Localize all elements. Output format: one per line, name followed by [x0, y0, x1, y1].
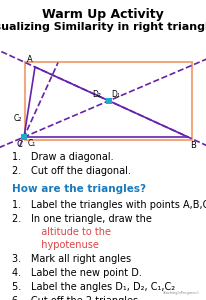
Text: 5. Label the angles D₁, D₂, C₁,C₂: 5. Label the angles D₁, D₂, C₁,C₂	[12, 282, 174, 292]
Text: TeachingInProgress©: TeachingInProgress©	[162, 291, 199, 295]
Text: 2. Cut off the diagonal.: 2. Cut off the diagonal.	[12, 166, 130, 176]
Text: C₁: C₁	[28, 139, 36, 148]
Text: “Visualizing Similarity in right triangles”: “Visualizing Similarity in right triangl…	[0, 22, 206, 32]
Text: Warm Up Activity: Warm Up Activity	[42, 8, 163, 21]
Text: 4. Label the new point D.: 4. Label the new point D.	[12, 268, 141, 278]
Text: 6. Cut off the 2 triangles: 6. Cut off the 2 triangles	[12, 296, 137, 300]
Text: D₂: D₂	[91, 90, 100, 99]
Text: 1. Label the triangles with points A,B,C: 1. Label the triangles with points A,B,C	[12, 200, 206, 210]
Text: 2. In one triangle, draw the: 2. In one triangle, draw the	[12, 214, 154, 224]
Text: D₁: D₁	[110, 90, 119, 99]
Text: B: B	[189, 141, 195, 150]
Text: hypotenuse: hypotenuse	[12, 240, 98, 250]
Text: altitude to the: altitude to the	[12, 227, 110, 237]
Text: 1. Draw a diagonal.: 1. Draw a diagonal.	[12, 152, 113, 162]
Text: 3. Mark all right angles: 3. Mark all right angles	[12, 254, 130, 264]
Text: C: C	[16, 140, 22, 149]
Text: A: A	[27, 55, 33, 64]
Text: How are the triangles?: How are the triangles?	[12, 184, 145, 194]
Text: C₂: C₂	[14, 114, 22, 123]
